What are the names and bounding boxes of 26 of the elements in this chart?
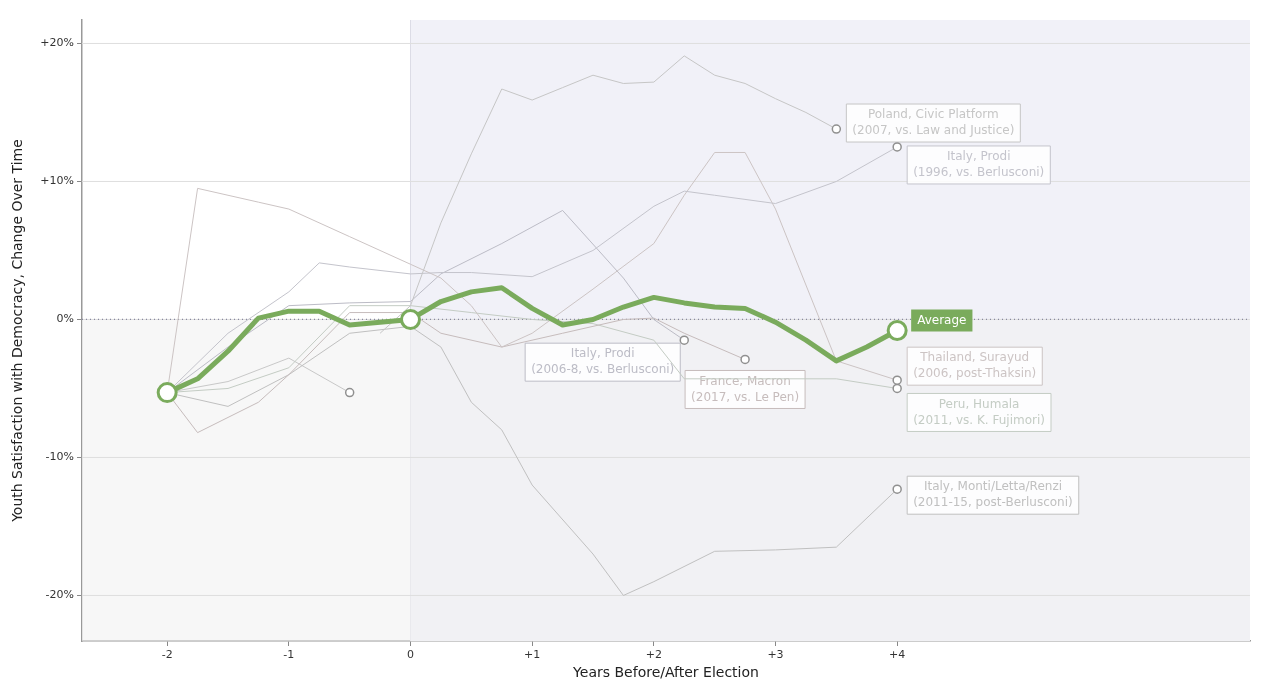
x-tick-label: +3: [767, 648, 784, 662]
y-tick-label: +20%: [40, 36, 74, 50]
series-label: Thailand, Surayud (2006, post-Thaksin): [913, 350, 1037, 381]
series-label: Peru, Humala (2011, vs. K. Fujimori): [913, 396, 1045, 427]
y-tick-label: 0%: [56, 312, 74, 326]
x-tick-label: -2: [161, 648, 173, 662]
x-tick-label: +1: [524, 648, 541, 662]
y-tick-label: -20%: [45, 588, 74, 602]
series-label: Poland, Civic Platform (2007, vs. Law and Justice): [852, 107, 1015, 138]
x-tick-label: +2: [645, 648, 662, 662]
series-label: Average: [917, 312, 967, 327]
x-tick-label: +4: [889, 648, 906, 662]
series-label: Italy, Monti/Letta/Renzi (2011-15, post-Berlusconi): [913, 479, 1073, 510]
x-tick-label: -1: [283, 648, 295, 662]
series-label: Italy, Prodi (1996, vs. Berlusconi): [913, 149, 1045, 180]
text: France, Macron (2017, vs. Le Pen): [691, 373, 800, 404]
point: [400, 308, 421, 330]
series-label: Italy, Prodi (2006-8, vs. Berlusconi): [531, 346, 675, 377]
x-tick-label: 0: [407, 648, 414, 662]
point: [892, 484, 902, 494]
y-axis-title: Youth Satisfaction with Democracy, Change Over Time: [9, 139, 26, 523]
y-tick-label: -10%: [45, 450, 74, 464]
point: [886, 320, 908, 341]
x-axis-title: Years Before/After Election: [572, 664, 759, 681]
y-tick-label: +10%: [40, 174, 74, 188]
point: [156, 382, 178, 404]
